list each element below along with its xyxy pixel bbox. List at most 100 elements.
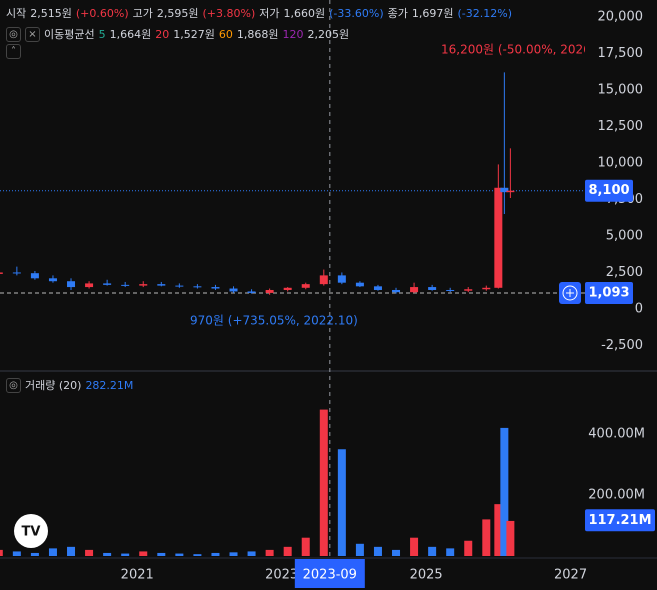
volume-bar [265,549,274,556]
y-tick-label: 17,500 [598,46,644,61]
x-tick-label: 2025 [410,568,443,583]
volume-bar [482,519,491,556]
remove-button[interactable]: × [25,26,40,42]
volume-bar [506,520,515,556]
volume-bar [500,427,509,556]
candle-body [500,187,509,193]
volume-bar [355,543,364,556]
volume-bar [103,552,112,556]
volume-tick-label: 200.00M [588,488,645,503]
x-tick-label: 2027 [554,568,587,583]
button-icon [562,285,578,301]
volume-bar [30,552,39,556]
collapse-button[interactable]: ˄ [6,44,21,59]
ma-period: 5 [98,27,106,41]
candle-body [428,287,437,290]
ohlc-change: (-33.60%) [329,6,384,20]
annotation-high: 16,200원 (-50.00%, 2026.0 [441,43,602,57]
candle-body [30,273,39,279]
last-price-label: 8,100 [588,183,629,198]
ma-period: 20 [155,27,170,41]
ohlc-change: (+3.80%) [202,6,256,20]
button-plus [566,289,574,298]
volume-bar [319,409,328,556]
crosshair-label: 2023-09 [303,568,357,583]
indicator-name: 이동평균선 [44,28,95,41]
y-tick-label: -2,500 [601,338,643,353]
candle-body [229,288,238,292]
ohlc-value: 1,697원 [411,7,454,20]
indicator-legend: ◎ × 이동평균선 5 1,664원 20 1,527원 60 1,868원 120 2,205… [6,26,349,42]
volume-legend: ◎ 거래량 (20) 282.21M [6,377,133,393]
last-price-box [585,179,633,202]
volume-bar [392,549,401,556]
volume-bar [139,551,148,556]
volume-title: 거래량 (20) [25,379,82,392]
ma-period: 120 [282,27,304,41]
candle-body [0,272,3,274]
candle-body [301,284,310,288]
volume-bar [494,504,503,556]
svg-text:TV: TV [22,525,41,540]
volume-bar [12,551,21,556]
candle-body [355,282,364,287]
candle-body [157,284,166,286]
ohlc-change: (+0.60%) [75,6,129,20]
ma-value: 1,664원 [109,28,152,41]
last-volume-label: 117.21M [588,513,651,528]
ohlc-label: 저가 [259,7,280,20]
candle-body [12,272,21,274]
y-tick-label: 10,000 [598,155,644,170]
volume-bar [175,553,184,556]
candle-body [482,287,491,290]
candle-body [410,287,419,293]
ma-value: 1,527원 [173,28,215,41]
crosshair-box [294,559,365,588]
price-line-label: 1,093 [588,286,629,301]
last-volume-box [585,509,655,532]
volume-bar [337,449,346,556]
visibility-toggle[interactable]: ◎ [6,26,21,42]
volume-bar [373,546,382,556]
volume-bar [464,540,473,556]
candle-body [464,289,473,291]
candle-body [319,275,328,285]
volume-bar [247,551,256,556]
ohlc-label: 고가 [132,7,153,20]
candle-body [446,289,455,291]
candle-body [211,287,220,289]
y-tick-label: 5,000 [606,228,643,243]
candle-body [283,287,292,290]
annotation-low: 970원 (+735.05%, 2022.10) [190,314,358,328]
add-alert-button[interactable] [559,282,581,305]
candle-body [85,283,94,288]
volume-bar [229,552,238,556]
volume-bar [193,554,202,556]
y-tick-label: 20,000 [598,9,644,24]
volume-bar [121,553,130,556]
volume-bar [301,537,310,556]
volume-value: 282.21M [85,378,134,392]
collapse-row: ˄ [6,44,21,59]
candle-body [48,278,57,282]
ma-value: 2,205원 [307,28,350,41]
price-line-box [585,282,633,305]
logo: TV [14,514,48,548]
volume-bar [410,537,419,556]
volume-bar [85,549,94,556]
candle-body [392,289,401,293]
y-tick-label: 15,000 [598,82,644,97]
candle-body [193,286,202,288]
candle-body [247,291,256,293]
volume-bar [67,546,76,556]
ohlc-label: 시작 [6,7,27,20]
visibility-toggle[interactable]: ◎ [6,377,21,393]
candle-body [373,286,382,290]
volume-bar [211,552,220,556]
candle-body [337,275,346,283]
candle-body [265,289,274,293]
ma-period: 60 [218,27,233,41]
ohlc-value: 1,660원 [283,7,326,20]
ohlc-value: 2,515원 [30,7,72,20]
volume-tick-label: 400.00M [588,427,645,442]
